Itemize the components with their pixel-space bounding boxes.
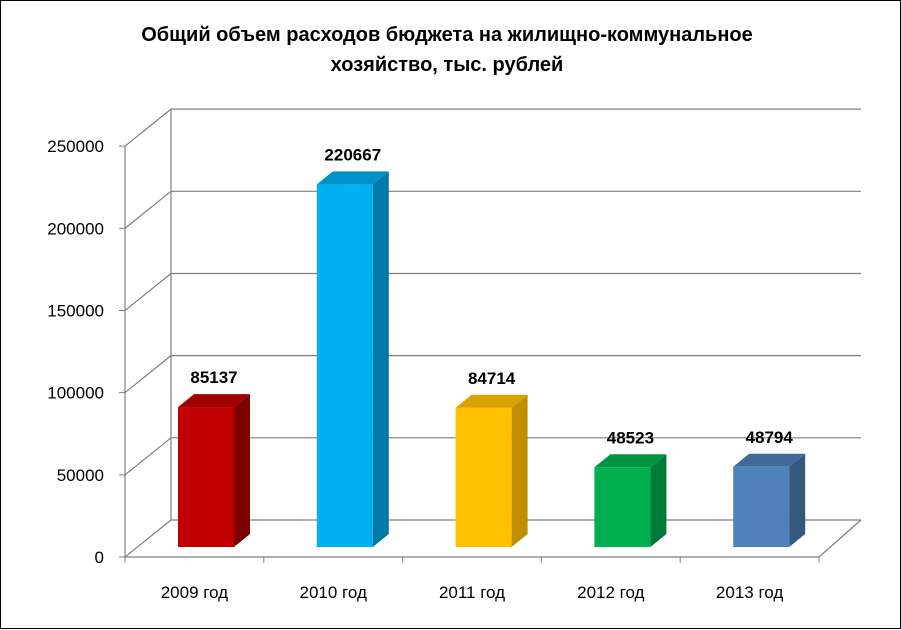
data-label: 85137 (190, 368, 237, 387)
bar-side (234, 394, 250, 547)
bar-side (372, 171, 389, 547)
gridline (124, 190, 861, 229)
gridline (124, 108, 861, 147)
x-tick-label: 2009 год (161, 583, 228, 602)
chart-title-line-2: хозяйство, тыс. рублей (331, 54, 564, 76)
y-tick-label: 250000 (47, 137, 104, 156)
labels: 0 50000 100000 150000 200000 250000 85137 2009 … (47, 137, 793, 602)
bar-front (178, 407, 234, 547)
y-tick-label: 200000 (47, 219, 104, 238)
bar-top (316, 171, 389, 185)
bar-front (316, 184, 373, 547)
bars (178, 171, 806, 547)
y-tick-label: 0 (95, 548, 104, 567)
bar-side (511, 394, 528, 547)
bar-2009 год (178, 394, 250, 547)
chart-title-line-1: Общий объем расходов бюджета на жилищно-… (141, 24, 753, 46)
data-label: 48523 (607, 428, 654, 447)
bar-side (789, 453, 806, 547)
y-tick-label: 100000 (47, 384, 104, 403)
bar-side (650, 454, 667, 547)
bar-2010 год (316, 171, 389, 547)
bar-front (594, 467, 651, 547)
bar-2011 год (455, 394, 528, 547)
bar-top (178, 394, 250, 408)
data-label: 48794 (746, 428, 794, 447)
y-tick-label: 150000 (47, 301, 104, 320)
data-label: 220667 (324, 145, 381, 164)
bar-front (455, 407, 512, 547)
bar-front (733, 466, 790, 547)
bar-2013 год (733, 453, 806, 547)
bar-top (733, 453, 806, 467)
axes (119, 145, 820, 563)
x-tick-label: 2010 год (300, 583, 367, 602)
bar-top (455, 394, 528, 408)
data-label: 84714 (468, 369, 516, 388)
bar-top (594, 454, 667, 468)
y-tick-label: 50000 (57, 466, 104, 485)
x-tick-label: 2012 год (577, 583, 644, 602)
bar-2012 год (594, 454, 667, 547)
x-tick-label: 2013 год (716, 583, 783, 602)
x-tick-label: 2011 год (439, 583, 505, 602)
gridline (124, 272, 861, 311)
